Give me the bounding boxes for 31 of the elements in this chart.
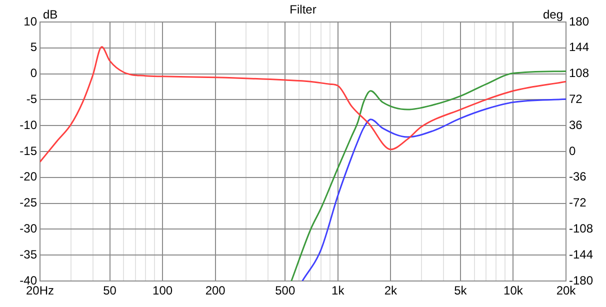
y2-tick-label: 72 — [569, 92, 583, 106]
y2-tick-label: 180 — [569, 14, 590, 28]
y-axis-title: dB — [43, 7, 58, 22]
x-tick-label: 500 — [275, 284, 296, 298]
y2-axis-title: deg — [542, 7, 563, 22]
y2-tick-label: 108 — [569, 66, 590, 80]
y2-tick-label: 0 — [569, 144, 576, 158]
y-tick-label: -30 — [20, 222, 38, 236]
chart-title: Filter — [290, 2, 316, 16]
x-tick-label: 10k — [504, 284, 524, 298]
y-tick-label: 5 — [30, 40, 38, 54]
y-tick-label: 0 — [30, 66, 38, 80]
y2-tick-label: -108 — [569, 222, 594, 236]
x-tick-label: 1k — [332, 284, 346, 298]
y-tick-label: -10 — [20, 118, 38, 132]
y2-tick-label: -72 — [569, 196, 587, 210]
x-tick-label: 5k — [454, 284, 468, 298]
x-tick-label: 50 — [103, 284, 117, 298]
x-tick-label: 100 — [152, 284, 173, 298]
y-tick-label: -20 — [20, 170, 38, 184]
y-tick-label: -5 — [26, 92, 38, 106]
y2-tick-label: 36 — [569, 118, 583, 132]
x-tick-label: 2k — [384, 284, 398, 298]
y-tick-label: -15 — [20, 144, 38, 158]
y2-tick-label: -144 — [569, 247, 594, 262]
y-tick-label: 10 — [24, 14, 38, 28]
y-tick-label: -25 — [20, 196, 38, 210]
y2-tick-label: 144 — [569, 40, 590, 54]
y-tick-label: -35 — [20, 247, 38, 262]
x-tick-label: 200 — [205, 284, 226, 298]
y2-tick-label: -36 — [569, 170, 587, 184]
